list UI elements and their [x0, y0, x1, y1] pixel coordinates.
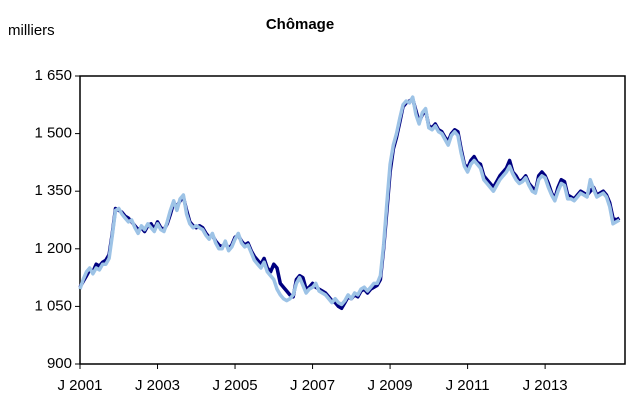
y-tick-label: 1 650 [34, 67, 72, 84]
x-tick-label: J 2013 [523, 377, 568, 394]
y-axis-label: milliers [8, 22, 55, 39]
x-tick-label: J 2005 [213, 377, 258, 394]
y-tick-label: 900 [47, 355, 72, 372]
y-tick-label: 1 200 [34, 240, 72, 257]
chart-title: Chômage [266, 16, 334, 33]
y-tick-label: 1 350 [34, 182, 72, 199]
series-line [78, 95, 621, 307]
y-tick-label: 1 500 [34, 125, 72, 142]
y-tick-label: 1 050 [34, 297, 72, 314]
x-tick-label: J 2001 [57, 377, 102, 394]
x-tick-label: J 2007 [290, 377, 335, 394]
x-tick-label: J 2009 [368, 377, 413, 394]
x-tick-label: J 2011 [446, 377, 490, 394]
plot-frame [79, 75, 626, 365]
x-tick-label: J 2003 [135, 377, 180, 394]
series-line [78, 97, 621, 311]
